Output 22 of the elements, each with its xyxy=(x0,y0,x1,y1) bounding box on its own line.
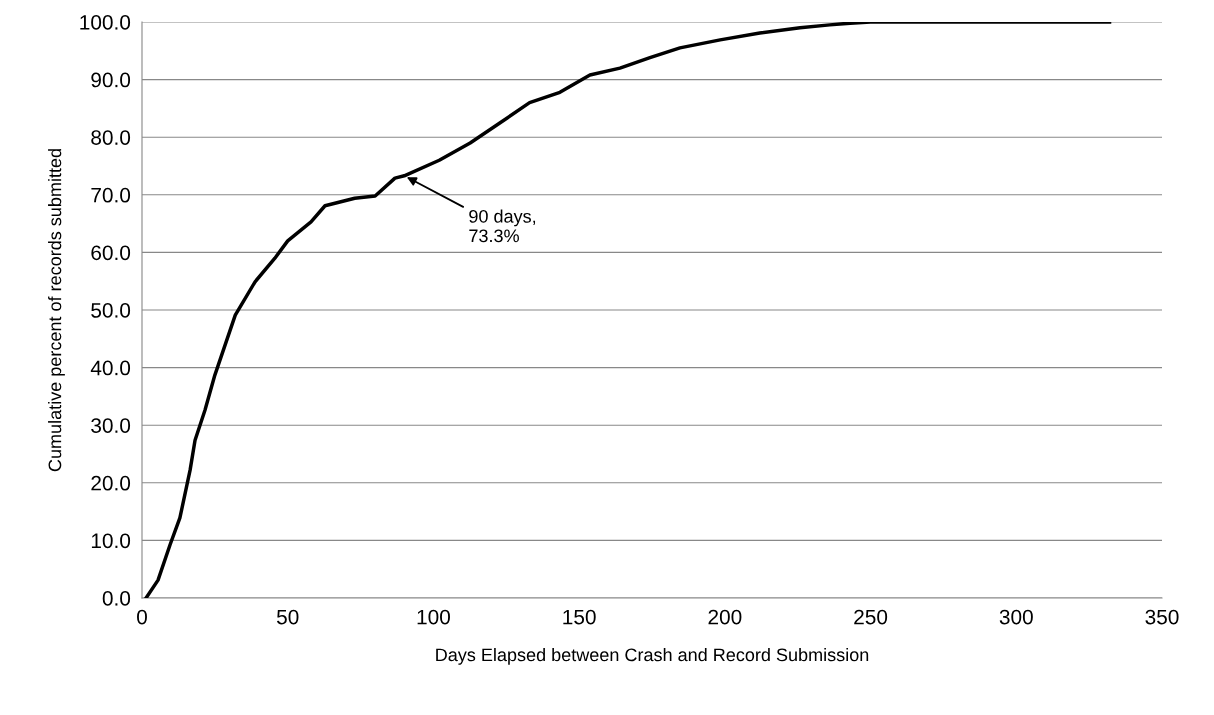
y-tick-label: 90.0 xyxy=(91,72,131,88)
y-tick-label: 20.0 xyxy=(91,475,131,491)
x-tick-label: 100 xyxy=(417,609,450,625)
x-tick-label: 150 xyxy=(563,609,596,625)
x-tick-label: 250 xyxy=(854,609,888,625)
x-tick-label: 350 xyxy=(1145,609,1179,625)
y-tick-label: 70.0 xyxy=(91,187,131,203)
annotation: 90 days, 73.3% xyxy=(469,209,536,243)
x-axis-title: Days Elapsed between Crash and Record Submission xyxy=(436,647,869,665)
y-axis-title: Cumulative percent of records submitted xyxy=(48,149,65,472)
y-tick-label: 30.0 xyxy=(91,418,131,433)
y-tick-label: 100.0 xyxy=(80,15,131,30)
x-tick-label: 50 xyxy=(276,609,299,625)
y-tick-label: 80.0 xyxy=(91,130,131,145)
y-tick-label: 10.0 xyxy=(91,533,131,549)
x-tick-label: 300 xyxy=(999,609,1033,625)
y-tick-label: 0.0 xyxy=(102,591,131,606)
x-tick-label: 200 xyxy=(708,609,742,625)
x-tick-label: 0 xyxy=(137,609,147,625)
y-tick-label: 60.0 xyxy=(91,245,131,261)
y-tick-label: 50.0 xyxy=(91,303,131,318)
y-tick-label: 40.0 xyxy=(90,360,131,376)
